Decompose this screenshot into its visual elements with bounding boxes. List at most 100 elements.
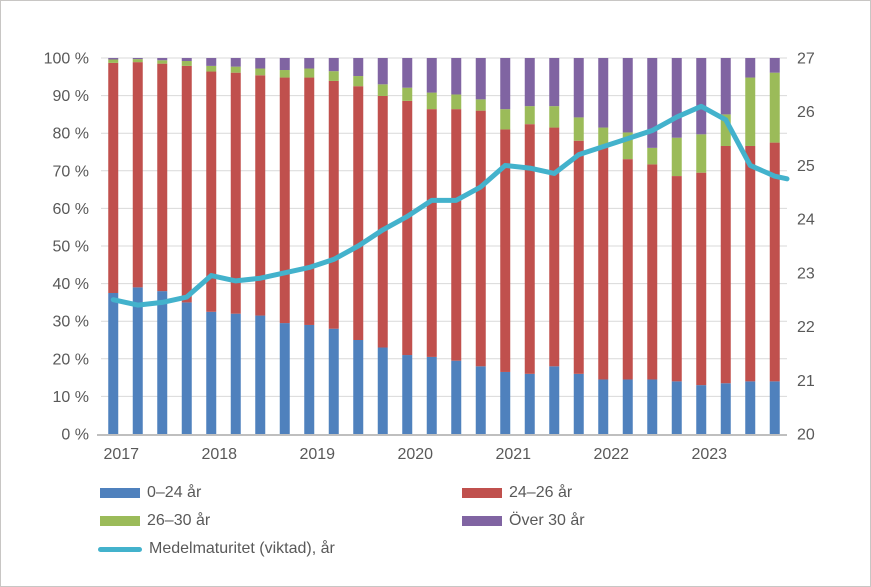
bar-segment-series-3	[524, 58, 535, 107]
bar-segment-series-3	[402, 58, 413, 88]
bar-segment-series-3	[255, 58, 266, 69]
x-axis-year-label: 2019	[299, 446, 335, 463]
bar-segment-series-2	[353, 76, 364, 87]
bar-segment-series-1	[377, 95, 388, 348]
bar-segment-series-1	[157, 63, 168, 292]
x-axis-year-label: 2020	[397, 446, 433, 463]
bar-segment-series-1	[573, 140, 584, 374]
bar-segment-series-0	[279, 323, 290, 434]
bar-segment-series-1	[328, 80, 339, 329]
bar-segment-series-0	[475, 366, 486, 434]
bar-segment-series-0	[255, 315, 266, 434]
bar-segment-series-3	[157, 58, 168, 61]
bar-segment-series-3	[647, 58, 658, 148]
bar-segment-series-3	[696, 58, 707, 135]
bar-segment-series-3	[377, 58, 388, 85]
bar-segment-series-1	[769, 142, 780, 382]
bar-segment-series-1	[255, 75, 266, 316]
bar-segment-series-2	[745, 77, 756, 146]
bar-segment-series-3	[181, 58, 192, 62]
x-axis-year-label: 2022	[593, 446, 629, 463]
bar-segment-series-0	[720, 383, 731, 434]
y-axis-left-label: 30 %	[53, 314, 89, 331]
bar-segment-series-2	[328, 71, 339, 81]
legend-swatch-26-30	[100, 516, 140, 526]
bar-segment-series-3	[500, 58, 511, 110]
legend-label-0-24: 0–24 år	[147, 484, 202, 501]
y-axis-right-label: 25	[797, 158, 815, 175]
bar-segment-series-2	[598, 127, 609, 148]
bar-segment-series-3	[622, 58, 633, 133]
bar-segment-series-1	[647, 164, 658, 380]
bar-segment-series-0	[181, 302, 192, 434]
bar-segment-series-0	[696, 385, 707, 434]
bar-segment-series-2	[181, 61, 192, 66]
bar-segment-series-3	[671, 58, 682, 138]
bar-segment-series-3	[720, 58, 731, 115]
bar-segment-series-0	[353, 340, 364, 434]
legend-label-over-30: Över 30 år	[509, 512, 585, 529]
y-axis-left-label: 10 %	[53, 389, 89, 406]
y-axis-left-label: 40 %	[53, 276, 89, 293]
bar-segment-series-1	[549, 127, 560, 367]
bar-segment-series-0	[769, 381, 780, 434]
bar-segment-series-1	[108, 62, 119, 293]
bar-segment-series-1	[230, 72, 241, 314]
y-axis-right-label: 27	[797, 51, 815, 68]
bar-segment-series-0	[108, 293, 119, 434]
bar-segment-series-1	[451, 109, 462, 361]
bar-segment-series-0	[377, 347, 388, 434]
bar-segment-series-2	[769, 72, 780, 143]
legend-item-24-26: 24–26 år	[462, 483, 572, 503]
bar-segment-series-3	[132, 58, 143, 60]
y-axis-right-label: 20	[797, 427, 815, 444]
bar-segment-series-1	[304, 77, 315, 325]
legend-label-26-30: 26–30 år	[147, 512, 211, 529]
bar-segment-series-3	[328, 58, 339, 72]
bar-segment-series-3	[598, 58, 609, 128]
bar-segment-series-0	[598, 379, 609, 434]
bar-segment-series-0	[230, 313, 241, 434]
legend-item-26-30: 26–30 år	[100, 511, 210, 531]
bar-segment-series-0	[157, 291, 168, 434]
bar-segment-series-0	[451, 360, 462, 434]
bar-segment-series-2	[377, 84, 388, 96]
bar-segment-series-1	[696, 172, 707, 386]
bar-segment-series-2	[157, 60, 168, 64]
legend-swatch-over-30	[462, 516, 502, 526]
bar-segment-series-1	[500, 129, 511, 372]
bar-segment-series-2	[426, 92, 437, 110]
y-axis-left-label: 70 %	[53, 163, 89, 180]
bar-segment-series-2	[720, 114, 731, 146]
y-axis-right-label: 23	[797, 265, 815, 282]
y-axis-left-label: 90 %	[53, 88, 89, 105]
legend-swatch-24-26	[462, 488, 502, 498]
trend-line	[110, 103, 790, 308]
bar-segment-series-2	[206, 65, 217, 72]
bar-segment-series-3	[769, 58, 780, 73]
bar-segment-series-2	[230, 66, 241, 73]
legend-item-over-30: Över 30 år	[462, 511, 585, 531]
bar-segment-series-0	[304, 324, 315, 434]
bar-segment-series-2	[696, 134, 707, 173]
bar-segment-series-0	[500, 371, 511, 434]
legend-item-0-24: 0–24 år	[100, 483, 201, 503]
x-axis-year-label: 2023	[691, 446, 727, 463]
bar-segment-series-1	[671, 176, 682, 382]
bar-segment-series-3	[745, 58, 756, 78]
bar-segment-series-3	[353, 58, 364, 77]
bar-segment-series-0	[402, 355, 413, 434]
bar-segment-series-2	[573, 117, 584, 141]
legend-swatch-medelmaturitet-line	[98, 546, 142, 552]
bar-segment-series-3	[279, 58, 290, 71]
bar-segment-series-2	[132, 59, 143, 63]
bar-segment-series-2	[402, 87, 413, 101]
bar-segment-series-2	[475, 99, 486, 111]
bar-segment-series-1	[598, 147, 609, 380]
x-axis-year-label: 2021	[495, 446, 531, 463]
bar-segment-series-3	[108, 58, 119, 60]
legend-label-medelmaturitet: Medelmaturitet (viktad), år	[149, 540, 335, 557]
bar-segment-series-1	[279, 77, 290, 324]
bar-segment-series-0	[426, 356, 437, 434]
